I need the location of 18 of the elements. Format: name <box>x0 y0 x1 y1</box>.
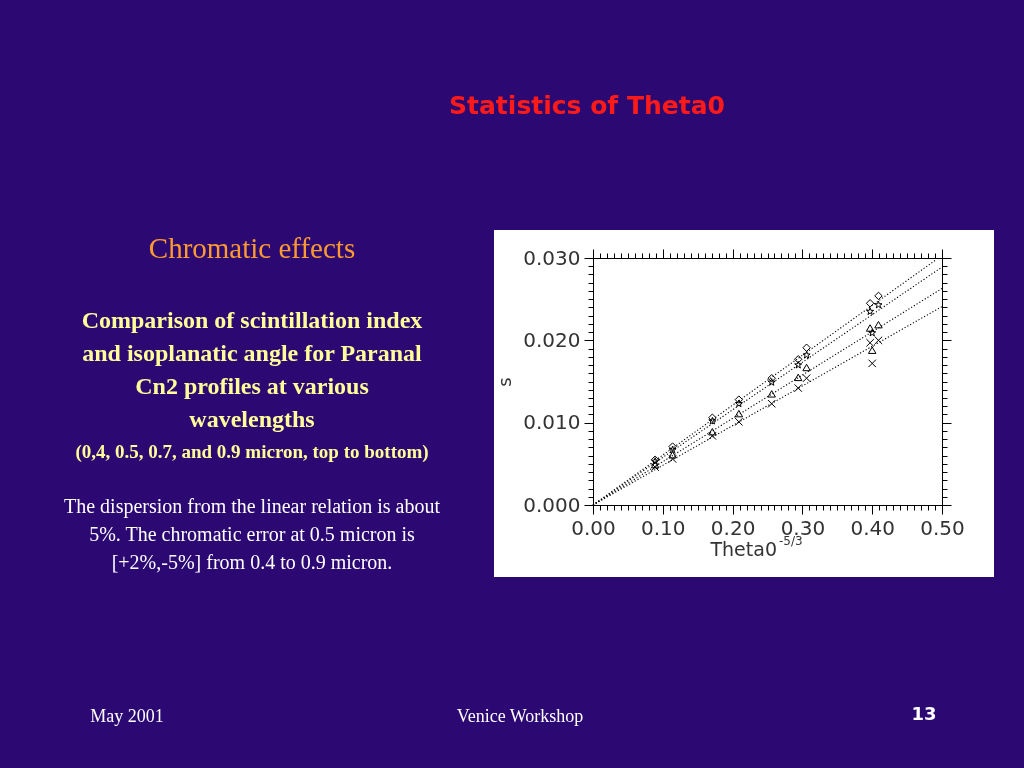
text: (0,4, 0.5, 0.7, and 0.9 micron, top to bottom) <box>75 441 429 463</box>
x-tick-label: 0.20 <box>710 515 756 540</box>
y-tick-label: 0.010 <box>523 410 581 435</box>
x-tick-label: 0.50 <box>920 515 965 540</box>
text: Venice Workshop <box>456 706 584 726</box>
y-tick-label: 0.000 <box>523 492 581 517</box>
y-tick-label: 0.020 <box>523 327 581 352</box>
text: Comparison of scintillation index and isoplanatic angle for Paranal Cn2 profiles at various wavelengths <box>81 307 423 432</box>
text: Chromatic effects <box>148 232 356 264</box>
x-tick-label: 0.40 <box>850 515 895 540</box>
text: May 2001 <box>90 706 164 726</box>
y-axis-title: s <box>494 377 516 387</box>
text: 13 <box>911 703 937 724</box>
text: The dispersion from the linear relation is about 5%. The chromatic error at 0.5 micron is [+2%,-5%] from 0.4 to 0.9 micron. <box>63 495 441 573</box>
chart-title: Statistics of Theta0 <box>449 91 725 120</box>
x-tick-label: 0.00 <box>571 515 616 540</box>
x-tick-label: 0.10 <box>641 515 686 540</box>
y-tick-label: 0.030 <box>523 245 581 270</box>
